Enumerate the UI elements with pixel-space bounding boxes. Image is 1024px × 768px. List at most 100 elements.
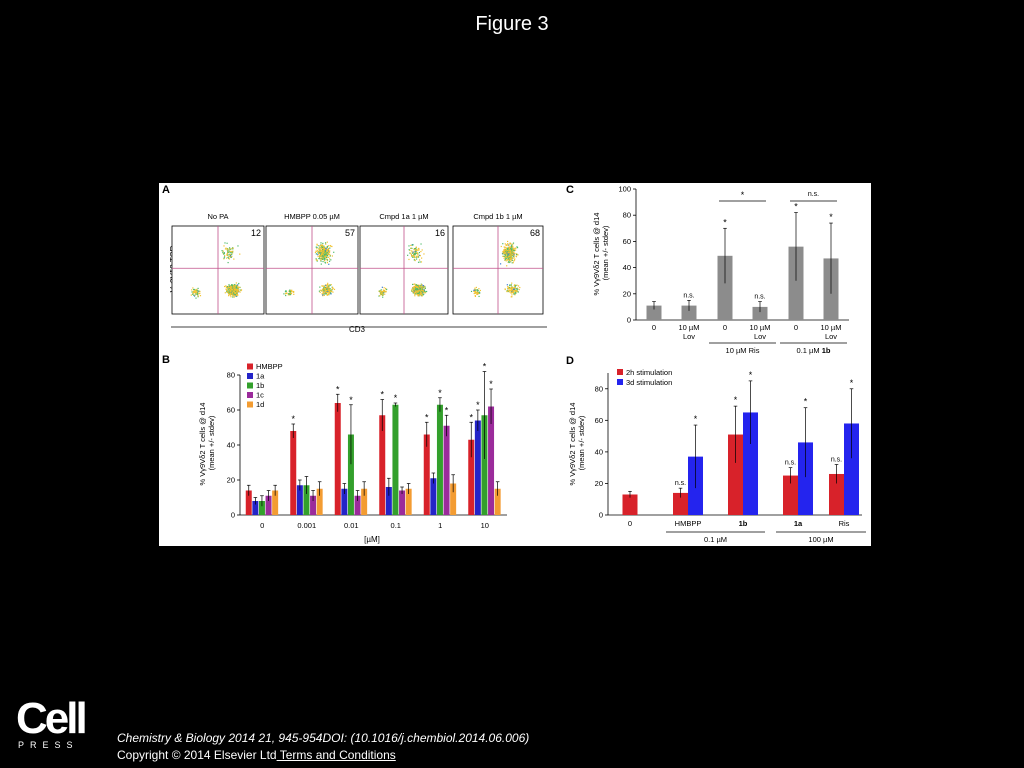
flow-dot bbox=[323, 286, 325, 288]
flow-dot bbox=[509, 289, 511, 291]
flow-dot bbox=[413, 289, 415, 291]
flow-plot: HMBPP 0.05 µM 57 bbox=[265, 212, 359, 315]
flow-dot bbox=[319, 286, 321, 288]
flow-dot bbox=[227, 250, 229, 252]
y-tick-label: 40 bbox=[623, 263, 631, 272]
flow-dot bbox=[236, 290, 238, 292]
flow-dot bbox=[289, 289, 292, 291]
flow-dot bbox=[316, 259, 318, 261]
flow-dot bbox=[329, 258, 331, 260]
panel-c-label: C bbox=[566, 184, 574, 196]
flow-dot bbox=[511, 245, 514, 247]
bar-annotation: n.s. bbox=[683, 292, 694, 299]
group-label: 10 µM Ris bbox=[726, 346, 760, 355]
flow-dot bbox=[318, 252, 321, 254]
flow-dot bbox=[191, 289, 193, 291]
flow-dot bbox=[239, 289, 241, 291]
flow-dot bbox=[414, 290, 416, 292]
flow-dot bbox=[319, 250, 321, 252]
flow-dot bbox=[331, 245, 333, 248]
flow-dot bbox=[415, 246, 417, 248]
x-tick-label: 0.01 bbox=[344, 521, 359, 530]
x-tick-label: 1a bbox=[794, 519, 803, 528]
significance-star: * bbox=[476, 400, 480, 410]
flow-dot bbox=[193, 294, 195, 296]
flow-dot bbox=[227, 286, 229, 288]
flow-dot bbox=[197, 295, 199, 298]
flow-dot bbox=[231, 252, 234, 254]
legend-swatch bbox=[617, 379, 623, 385]
flow-dot bbox=[229, 253, 231, 255]
flow-dot bbox=[232, 290, 234, 292]
flow-dot bbox=[413, 256, 415, 258]
bar bbox=[783, 475, 798, 515]
flow-dot bbox=[196, 294, 199, 296]
flow-dot bbox=[381, 292, 383, 294]
flow-dot bbox=[320, 263, 322, 265]
flow-dot bbox=[512, 251, 514, 253]
flow-dot bbox=[322, 245, 324, 248]
flow-dot bbox=[505, 250, 507, 253]
flow-dot bbox=[513, 251, 515, 254]
flow-dot bbox=[319, 256, 321, 259]
flow-dot bbox=[323, 256, 325, 258]
flow-dot bbox=[323, 252, 325, 254]
flow-dot bbox=[510, 258, 512, 260]
flow-dot bbox=[508, 250, 511, 252]
flow-dot bbox=[329, 284, 331, 286]
flow-dot bbox=[509, 243, 511, 245]
flow-dot bbox=[417, 284, 419, 287]
flow-dot bbox=[513, 260, 515, 262]
flow-dot bbox=[228, 286, 231, 289]
significance-star: * bbox=[291, 414, 295, 424]
flow-dot bbox=[411, 244, 413, 246]
flow-dot bbox=[227, 254, 229, 256]
flow-dot bbox=[508, 261, 510, 263]
flow-dot bbox=[474, 294, 476, 297]
bar bbox=[681, 305, 697, 320]
flow-dot bbox=[502, 255, 504, 257]
flow-dot bbox=[291, 289, 293, 291]
flow-dot bbox=[229, 250, 231, 252]
flow-dot bbox=[509, 252, 511, 255]
flow-dot bbox=[321, 290, 323, 292]
flow-dot bbox=[416, 256, 418, 258]
legend-label: 3d stimulation bbox=[626, 378, 672, 387]
flow-dot bbox=[195, 290, 197, 292]
flow-dot bbox=[416, 294, 418, 296]
flow-dot bbox=[514, 258, 516, 260]
flow-dot bbox=[320, 244, 322, 246]
flow-dot bbox=[506, 290, 508, 293]
flow-dot bbox=[222, 252, 224, 254]
flow-dot bbox=[513, 291, 515, 293]
terms-link[interactable]: Terms and Conditions bbox=[276, 748, 396, 762]
flow-dot bbox=[414, 290, 416, 293]
flow-dot bbox=[235, 288, 237, 290]
flow-dot bbox=[418, 289, 420, 291]
flow-dot bbox=[331, 290, 333, 292]
flow-dot bbox=[511, 288, 513, 290]
flow-dot bbox=[289, 292, 292, 294]
bar bbox=[265, 495, 272, 515]
flow-dot bbox=[408, 249, 410, 251]
flow-dot bbox=[197, 295, 199, 297]
flow-dot bbox=[192, 292, 194, 294]
flow-dot bbox=[226, 286, 228, 289]
flow-dot bbox=[507, 290, 509, 292]
flow-dot bbox=[416, 252, 419, 254]
copyright: Copyright © 2014 Elsevier Ltd Terms and … bbox=[117, 748, 396, 762]
flow-dot bbox=[326, 260, 328, 262]
flow-dot bbox=[475, 286, 477, 289]
flow-dot bbox=[231, 251, 233, 253]
flow-dot bbox=[238, 282, 240, 285]
flow-dot bbox=[415, 285, 417, 287]
flow-dot bbox=[325, 289, 327, 291]
panel-b-x-axis-label: [µM] bbox=[364, 535, 380, 544]
flow-dot bbox=[507, 256, 509, 258]
flow-dot bbox=[234, 295, 236, 297]
flow-dot bbox=[226, 285, 229, 288]
flow-dot bbox=[328, 286, 330, 289]
flow-dot bbox=[418, 292, 420, 294]
flow-dot bbox=[322, 294, 324, 296]
flow-dot bbox=[516, 290, 518, 292]
